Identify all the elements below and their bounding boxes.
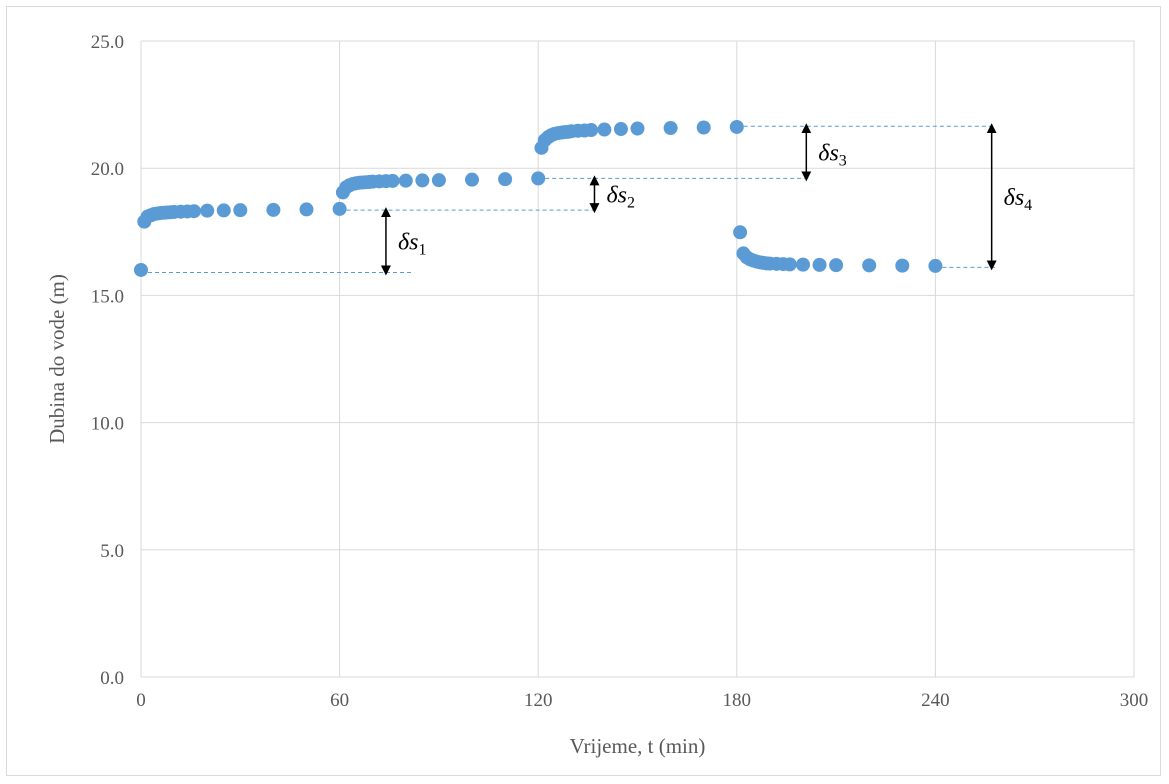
data-point: [663, 121, 678, 136]
data-point: [299, 202, 314, 217]
data-point: [729, 119, 744, 134]
x-axis-title: Vrijeme, t (min): [570, 734, 706, 758]
data-point: [584, 123, 599, 138]
data-point: [613, 122, 628, 137]
data-point: [696, 120, 711, 135]
y-tick-label: 0.0: [100, 668, 124, 689]
data-point: [630, 121, 645, 136]
data-point: [398, 173, 413, 188]
x-tick-label: 0: [136, 690, 146, 711]
y-tick-label: 15.0: [91, 286, 124, 307]
x-tick-label: 180: [723, 690, 752, 711]
data-point: [332, 201, 347, 216]
data-point: [216, 203, 231, 218]
data-point: [415, 173, 430, 188]
delta-label: δs1: [398, 229, 427, 258]
y-axis-title: Dubina do vode (m): [45, 274, 69, 444]
delta-label: δs3: [818, 140, 847, 169]
data-point: [531, 171, 546, 186]
data-point: [812, 257, 827, 272]
data-point: [186, 204, 201, 219]
chart-frame: [6, 6, 1161, 776]
data-point: [385, 173, 400, 188]
data-point: [597, 122, 612, 137]
delta-label: δs2: [606, 182, 635, 211]
data-point: [733, 225, 748, 240]
annotations: δs1 δs2 δs3 δs4: [380, 123, 1032, 276]
y-tick-label: 10.0: [91, 414, 124, 435]
data-points: [134, 119, 943, 277]
data-point: [782, 257, 797, 272]
data-point: [928, 258, 943, 273]
x-tick-label: 240: [921, 690, 950, 711]
y-tick-label: 5.0: [100, 541, 124, 562]
reference-lines: [141, 125, 995, 274]
data-point: [431, 173, 446, 188]
tick-labels: 0.0 5.0 10.0 15.0 20.0 25.0 0 60 120 180 240 300: [91, 32, 1149, 711]
data-point: [465, 172, 479, 187]
data-point: [498, 172, 513, 187]
delta-label: δs4: [1004, 185, 1032, 214]
data-point: [895, 258, 910, 273]
x-tick-label: 300: [1120, 690, 1149, 711]
data-point: [862, 258, 877, 273]
x-tick-label: 60: [330, 690, 349, 711]
data-point: [796, 257, 810, 272]
data-point: [266, 202, 281, 217]
y-tick-label: 20.0: [91, 159, 124, 180]
grid-lines: [140, 40, 1135, 678]
data-point: [829, 258, 844, 273]
data-point: [134, 262, 148, 277]
data-point: [200, 203, 215, 218]
data-point: [233, 203, 248, 218]
y-tick-label: 25.0: [91, 32, 124, 53]
x-tick-label: 120: [524, 690, 553, 711]
